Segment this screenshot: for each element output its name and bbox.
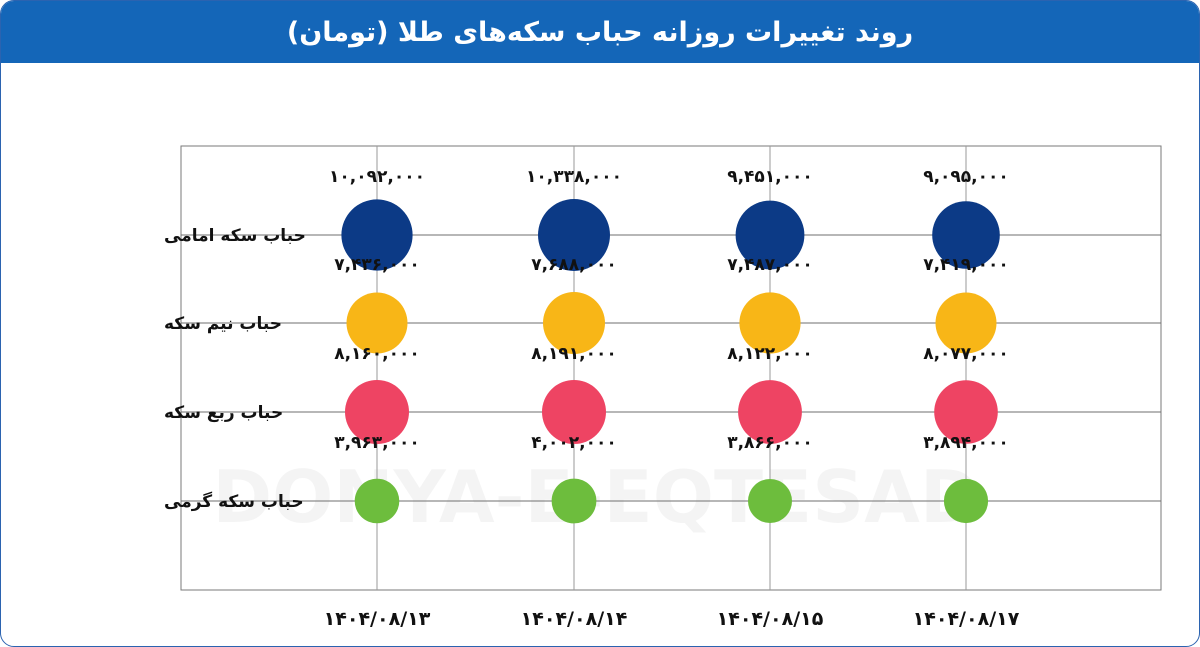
x-tick-label-1: ۱۴۰۴/۰۸/۱۴ [521,608,628,630]
data-label-1-1: ۷,۶۸۸,۰۰۰ [531,255,617,275]
x-tick-label-2: ۱۴۰۴/۰۸/۱۵ [717,608,824,630]
bubble-3-0 [354,478,400,524]
data-label-0-3: ۹,۰۹۵,۰۰۰ [923,167,1009,187]
category-label-0: حباب سکه امامی [164,226,306,246]
bubble-0-1 [538,199,610,271]
chart-title: روند تغییرات روزانه حباب سکه‌های طلا (تو… [286,16,914,48]
bubble-2-3 [934,380,998,444]
bubble-0-2 [735,200,805,270]
bubble-3-2 [748,479,792,523]
data-label-1-3: ۷,۴۱۹,۰۰۰ [923,255,1009,275]
plot-area-border [180,145,1162,591]
bubble-0-0 [341,199,413,271]
data-label-2-1: ۸,۱۹۱,۰۰۰ [531,344,617,364]
bubble-3-1 [551,478,597,524]
x-tick-label-0: ۱۴۰۴/۰۸/۱۳ [324,608,431,630]
data-label-3-1: ۴,۰۰۲,۰۰۰ [531,433,617,453]
bubble-2-0 [345,380,409,444]
data-labels: ۱۰,۰۹۲,۰۰۰ ۱۰,۳۳۸,۰۰۰ ۹,۴۵۱,۰۰۰ ۹,۰۹۵,۰۰۰ ۷,… [329,167,1009,453]
bubbles [341,199,1000,524]
category-label-1: حباب نیم سکه [164,314,282,334]
bubble-2-1 [542,380,606,444]
bubble-1-1 [543,292,605,354]
bubble-1-2 [739,292,801,354]
bubble-1-3 [935,292,997,354]
data-label-3-2: ۳,۸۶۶,۰۰۰ [727,433,813,453]
bubble-0-3 [932,201,1000,269]
category-label-3: حباب سکه گرمی [164,491,304,512]
bubble-1-0 [346,292,408,354]
data-label-2-3: ۸,۰۷۷,۰۰۰ [923,344,1009,364]
category-label-2: حباب ربع سکه [164,403,283,423]
data-label-2-0: ۸,۱۶۰,۰۰۰ [334,344,420,364]
bubble-3-3 [943,478,989,524]
data-label-1-2: ۷,۴۸۷,۰۰۰ [727,255,813,275]
header-bar: روند تغییرات روزانه حباب سکه‌های طلا (تو… [1,1,1199,63]
data-label-3-0: ۳,۹۶۳,۰۰۰ [334,433,420,453]
data-label-0-1: ۱۰,۳۳۸,۰۰۰ [526,167,622,187]
data-label-1-0: ۷,۴۳۶,۰۰۰ [334,255,420,275]
x-tick-label-3: ۱۴۰۴/۰۸/۱۷ [913,608,1020,630]
axis-labels: حباب سکه امامی حباب نیم سکه حباب ربع سکه حب… [164,226,1020,630]
data-label-0-0: ۱۰,۰۹۲,۰۰۰ [329,167,425,187]
bubble-2-2 [738,380,802,444]
data-label-3-3: ۳,۸۹۴,۰۰۰ [923,433,1009,453]
data-label-0-2: ۹,۴۵۱,۰۰۰ [727,167,813,187]
data-label-2-2: ۸,۱۲۲,۰۰۰ [727,344,813,364]
